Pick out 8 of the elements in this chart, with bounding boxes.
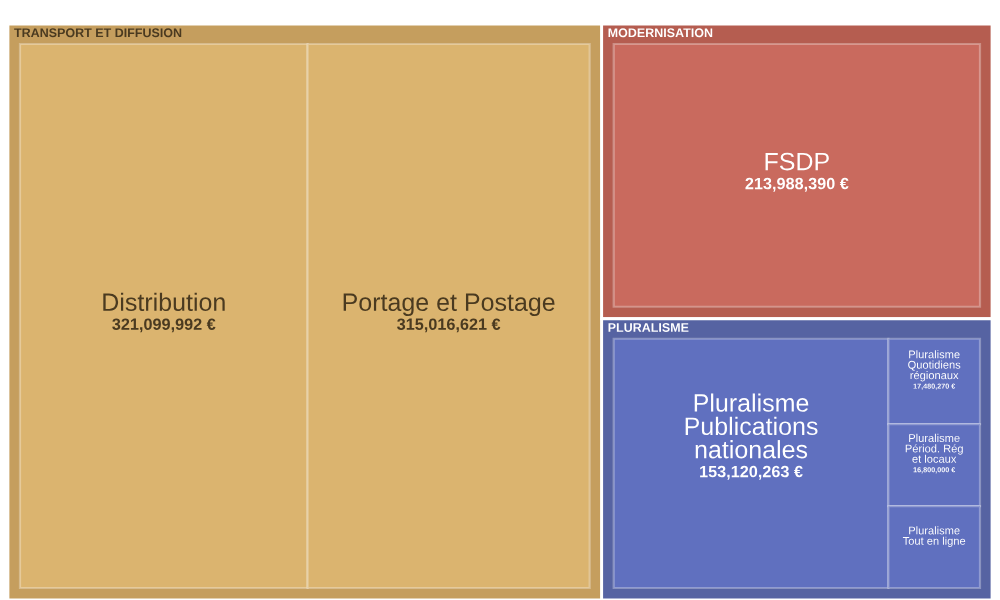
category-label: Pluralisme Publications nationales — [685, 393, 818, 459]
category-label: FSDP — [765, 152, 829, 171]
category-label: Portage et Postage — [343, 293, 555, 316]
data-label: 315,016,621 € — [397, 318, 501, 333]
data-label: 213,988,390 € — [745, 177, 849, 192]
data-label: 153,120,263 € — [700, 465, 803, 480]
category-label: Distribution — [103, 292, 225, 312]
data-label: 321,099,992 € — [112, 318, 216, 333]
